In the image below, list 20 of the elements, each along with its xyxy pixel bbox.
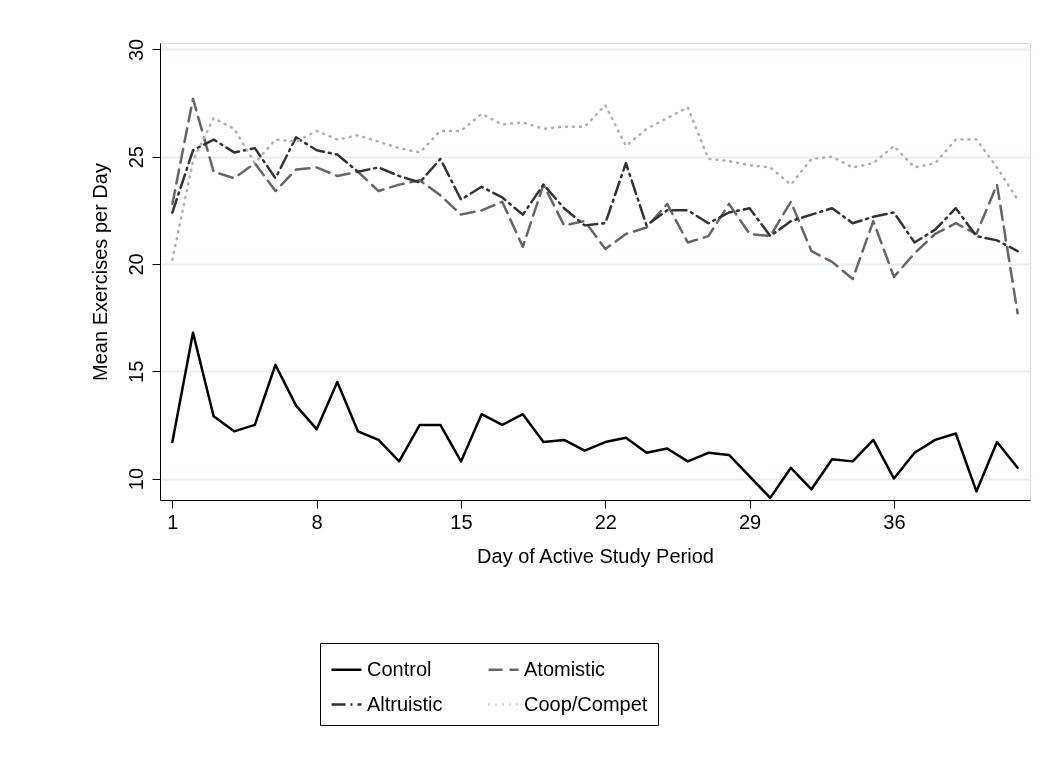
legend-label: Altruistic — [367, 692, 443, 715]
x-tick-label: 8 — [311, 510, 323, 533]
legend-label: Control — [367, 657, 432, 680]
line-series — [171, 136, 1019, 253]
y-tick-label: 20 — [124, 253, 147, 276]
x-tick-label: 15 — [450, 510, 473, 533]
y-axis-title: Mean Exercises per Day — [88, 163, 111, 381]
y-tick-label: 30 — [124, 38, 147, 62]
y-tick-label: 25 — [124, 146, 147, 169]
x-tick-label: 36 — [883, 510, 906, 533]
y-tick-label: 15 — [124, 360, 147, 383]
legend-label: Coop/Compet — [524, 692, 648, 715]
line-series — [171, 97, 1019, 315]
x-tick-label: 29 — [739, 510, 762, 533]
x-tick-label: 1 — [167, 510, 179, 533]
legend-label: Atomistic — [524, 657, 606, 680]
y-tick-label: 10 — [124, 467, 147, 491]
x-tick-label: 22 — [594, 510, 617, 533]
x-axis-title: Day of Active Study Period — [477, 544, 714, 567]
line-series — [171, 103, 1019, 261]
